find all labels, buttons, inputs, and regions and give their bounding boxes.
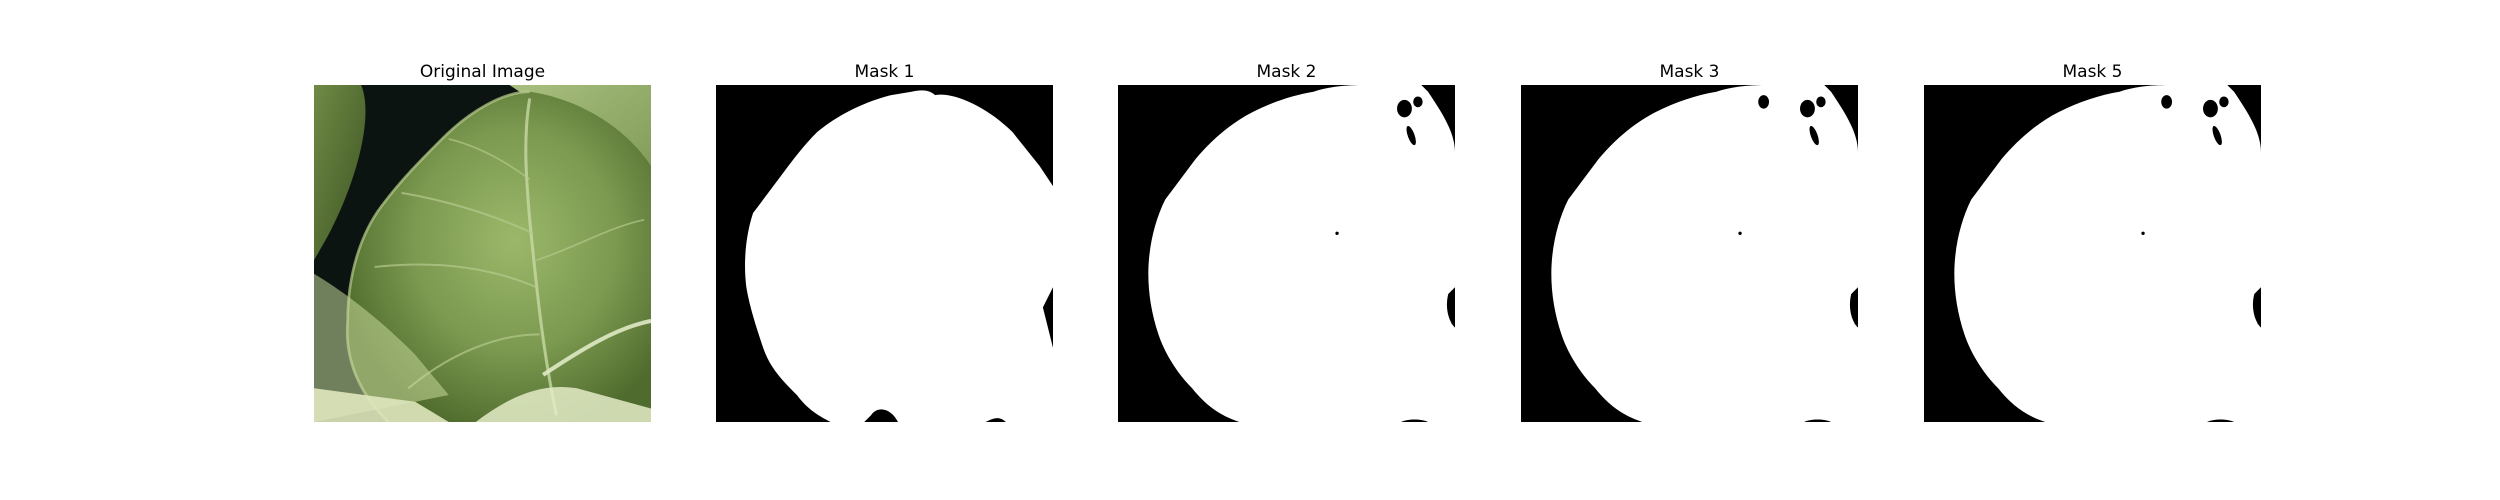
- mask-2-image: [1118, 85, 1455, 422]
- panel-title: Mask 1: [854, 62, 915, 82]
- original-leaf-photo: [314, 85, 651, 422]
- panel-title: Original Image: [419, 62, 546, 82]
- mask-5-image: [1924, 85, 2261, 422]
- panel-title: Mask 2: [1256, 62, 1317, 82]
- panel-title: Mask 3: [1659, 62, 1720, 82]
- mask-1-image: [716, 85, 1053, 422]
- mask-3-image: [1521, 85, 1858, 422]
- panel-title: Mask 5: [2062, 62, 2123, 82]
